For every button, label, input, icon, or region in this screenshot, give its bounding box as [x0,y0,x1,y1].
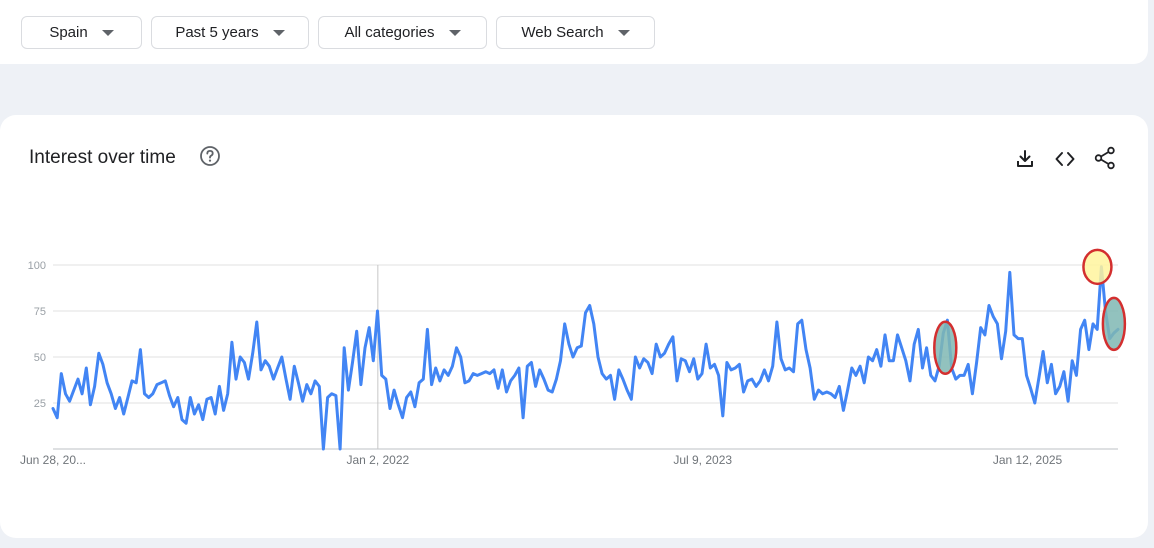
y-tick-label: 25 [34,398,46,410]
chevron-down-icon [448,29,461,36]
search-type-select[interactable]: Web Search [496,16,655,49]
region-select-label: Spain [49,24,88,41]
highlight-marker [933,320,958,376]
category-select-label: All categories [344,24,435,41]
x-tick-label: Jan 12, 2025 [993,453,1063,467]
chevron-down-icon [101,29,114,36]
interest-line-chart: 25 50 75 100 Jun 28, 20... Jan 2, 2022 Jul 9, … [20,248,1127,467]
download-icon[interactable] [1014,148,1036,170]
series-line [51,265,1120,451]
filter-bar: Spain Past 5 years All categories Web Se… [0,0,1148,64]
time-range-select-label: Past 5 years [175,24,259,41]
embed-code-icon[interactable] [1054,148,1076,170]
y-tick-label: 50 [34,352,46,364]
share-icon[interactable] [1094,146,1116,170]
chevron-down-icon [617,29,630,36]
search-type-select-label: Web Search [521,24,604,41]
y-tick-label: 75 [34,306,46,318]
time-range-select[interactable]: Past 5 years [151,16,309,49]
category-select[interactable]: All categories [318,16,487,49]
card-title: Interest over time [29,147,176,168]
x-tick-label: Jan 2, 2022 [346,453,409,467]
highlight-marker [1082,248,1113,286]
y-tick-label: 100 [28,260,46,272]
x-tick-label: Jun 28, 20... [20,453,86,467]
highlight-marker [1101,296,1127,352]
region-select[interactable]: Spain [21,16,142,49]
chevron-down-icon [272,29,285,36]
help-icon[interactable] [199,145,221,167]
x-tick-label: Jul 9, 2023 [673,453,732,467]
interest-over-time-card: Interest over time 25 50 75 100 Jun 28, 20..… [0,115,1148,538]
